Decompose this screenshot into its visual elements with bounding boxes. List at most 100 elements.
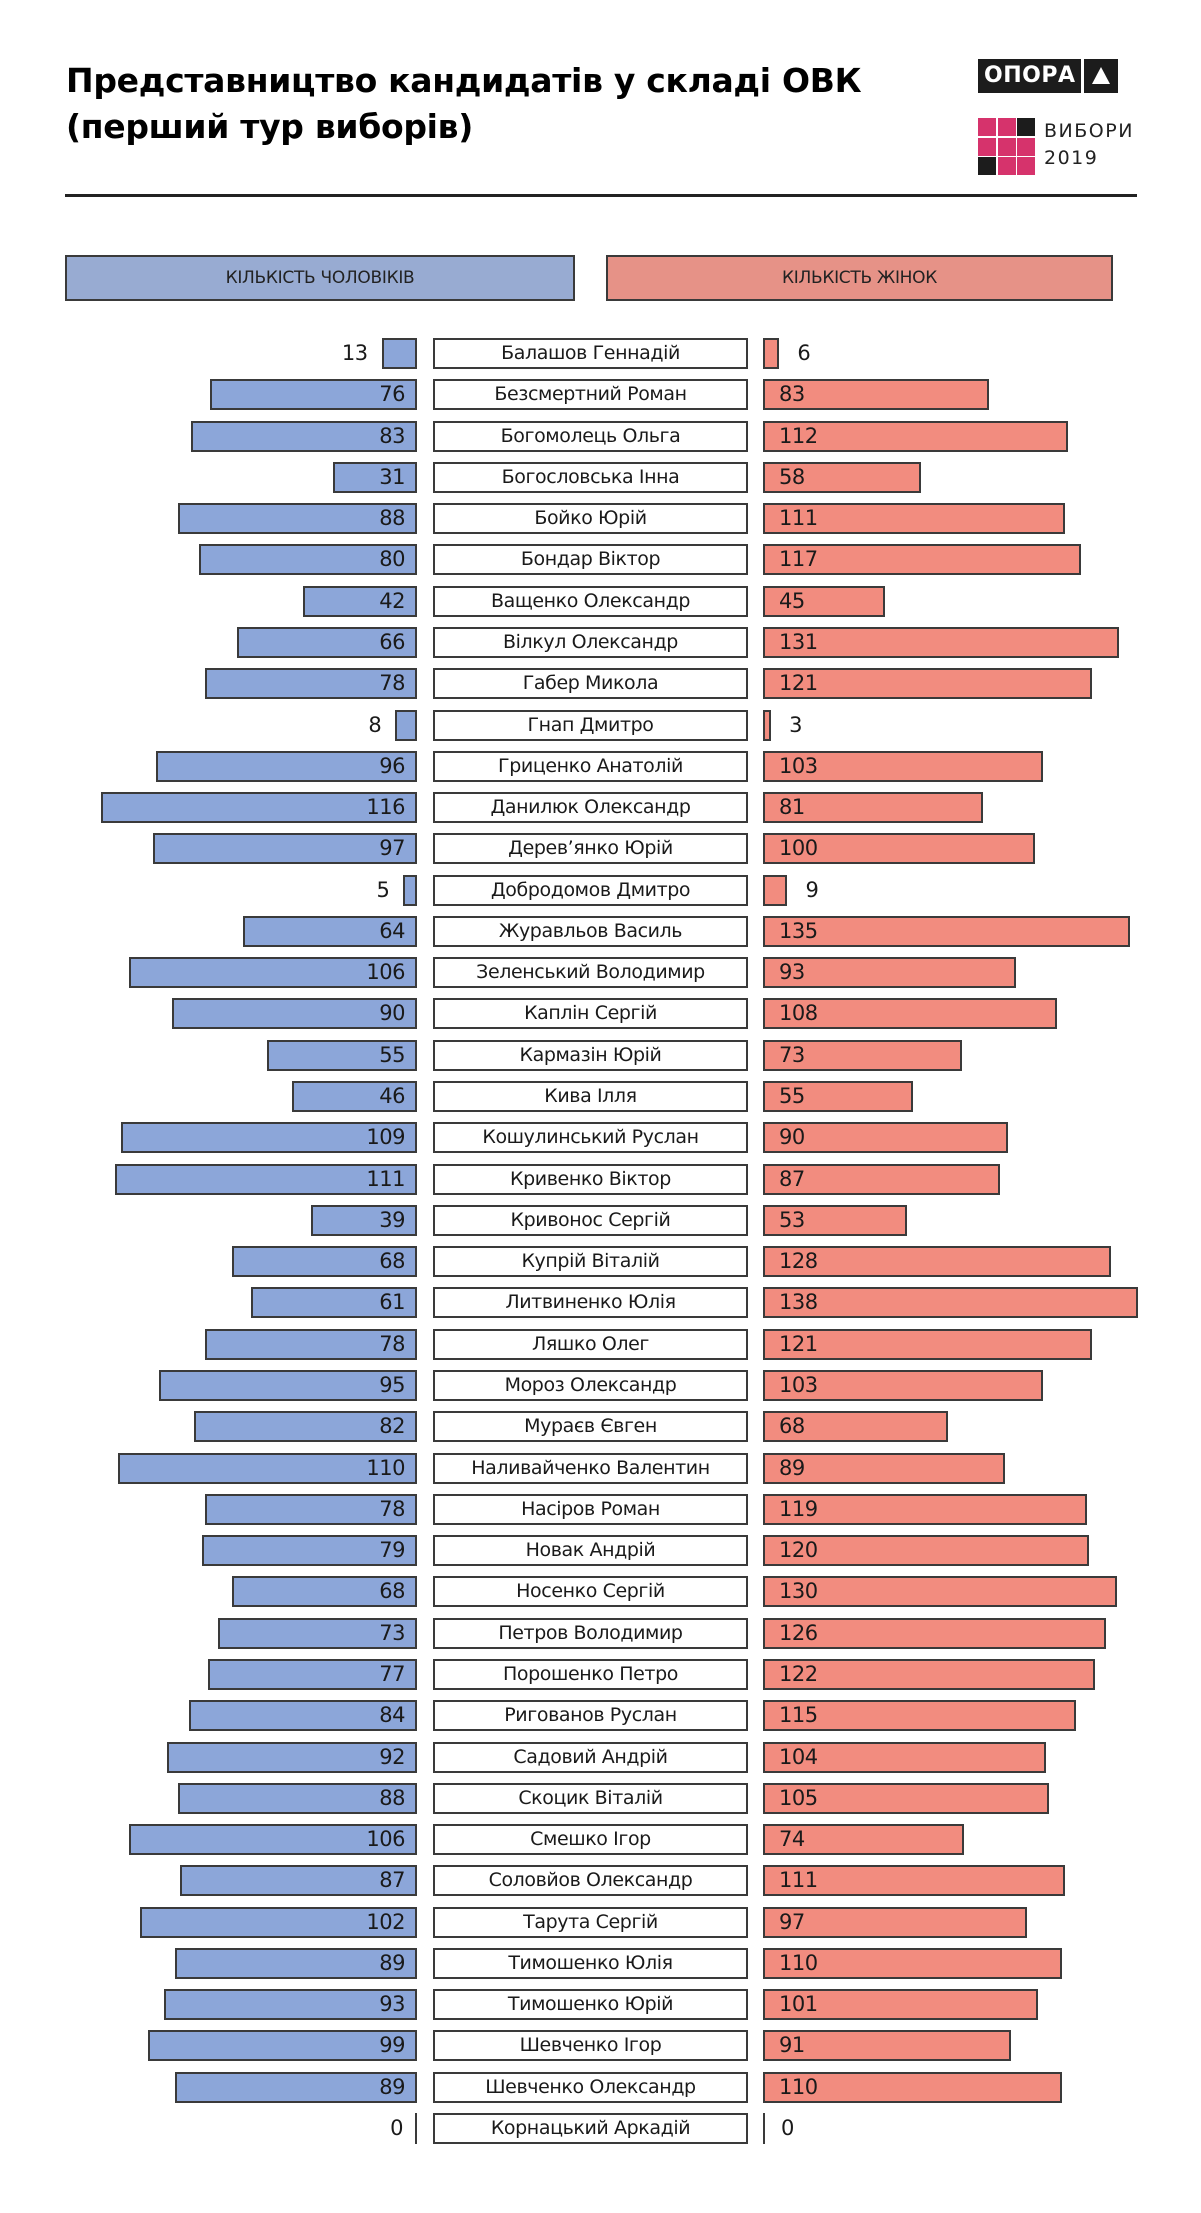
male-value-label: 95 [379,1373,405,1397]
male-bar [207,1658,417,1690]
female-bar [763,420,1068,452]
female-bar [763,2071,1063,2103]
male-value-label: 78 [379,1496,405,1521]
candidate-name: Порошенко Петро [433,1658,748,1690]
female-bar [763,1493,1087,1525]
chart-row: 78 Габер Микола 121 [0,668,1201,700]
chart-row: 83 Богомолець Ольга 112 [0,420,1201,452]
candidate-name: Кармазін Юрій [433,1039,748,1071]
male-value-label: 84 [379,1703,405,1728]
male-bar [101,792,417,824]
candidate-name: Гнап Дмитро [433,709,748,741]
female-value-label: 55 [779,1084,805,1109]
male-value-label: 88 [379,506,405,531]
female-value-label: 121 [779,671,818,696]
chart-row: 111 Кривенко Віктор 87 [0,1163,1201,1195]
candidate-name: Мороз Олександр [433,1370,748,1401]
female-bar [763,1576,1117,1608]
chart-title-line2: (перший тур виборів) [66,107,474,146]
chart-row: 78 Насіров Роман 119 [0,1493,1201,1525]
female-value-label: 128 [779,1249,818,1274]
candidate-name: Габер Микола [433,668,748,700]
male-value-label: 79 [379,1538,405,1563]
female-value-label: 103 [779,753,818,778]
female-bar [763,1865,1065,1897]
male-bar [204,1493,417,1525]
male-value-label: 82 [379,1414,405,1439]
candidate-name: Кива Ілля [433,1081,748,1113]
female-value-label: 89 [779,1455,805,1480]
male-value-label: 73 [379,1620,405,1645]
male-bar [191,420,417,452]
male-value-label: 5 [376,877,390,902]
candidate-name: Носенко Сергій [433,1576,748,1608]
male-value-label: 46 [379,1084,405,1109]
candidate-name: Скоцик Віталій [433,1782,748,1814]
male-value-label: 80 [379,547,405,572]
candidate-name: Литвиненко Юлія [433,1287,748,1319]
male-bar [232,1246,417,1278]
female-value-label: 117 [779,547,818,572]
female-bar [763,915,1131,947]
chart-row: 82 Мураєв Євген 68 [0,1411,1201,1443]
logo-grid-cell [1017,137,1035,156]
male-value-label: 109 [366,1125,405,1150]
male-bar [153,833,417,865]
chart-row: 89 Шевченко Олександр 110 [0,2071,1201,2103]
female-value-label: 112 [779,423,818,448]
male-value-label: 66 [379,629,405,654]
female-bar [763,833,1035,865]
chart-row: 99 Шевченко Ігор 91 [0,2030,1201,2062]
male-value-label: 0 [390,2116,403,2141]
male-value-label: 64 [379,918,405,943]
candidate-name: Тимошенко Юлія [433,1947,748,1979]
female-value-label: 97 [779,1909,805,1934]
male-bar [174,1947,417,1979]
male-bar [310,1204,417,1236]
vybory-logo-line1: ВИБОРИ [1044,120,1134,142]
candidate-name: Садовий Андрій [433,1741,748,1773]
chart-title-line1: Представництво кандидатів у складі ОВК [66,61,862,100]
candidate-name: Новак Андрій [433,1535,748,1567]
chart-row: 13 Балашов Геннадій 6 [0,338,1201,369]
male-bar [332,461,417,493]
female-bar [763,1535,1090,1567]
chart-row: 66 Вілкул Олександр 131 [0,626,1201,658]
chart-row: 39 Кривонос Сергій 53 [0,1204,1201,1236]
female-value-label: 101 [779,1992,818,2017]
chart-row: 93 Тимошенко Юрій 101 [0,1989,1201,2021]
female-bar [763,379,989,411]
logo-grid-cell [997,118,1016,136]
chart-row: 0 Корнацький Аркадій 0 [0,2113,1201,2145]
chart-row: 68 Купрій Віталій 128 [0,1246,1201,1278]
candidate-name: Журавльов Василь [433,915,748,947]
female-value-label: 120 [779,1538,818,1563]
legend-female: КІЛЬКІСТЬ ЖІНОК [606,255,1113,301]
chart-title: Представництво кандидатів у складі ОВК (… [66,58,966,150]
male-value-label: 78 [379,671,405,696]
candidate-name: Кривенко Віктор [433,1163,748,1195]
female-value-label: 3 [789,712,803,737]
male-bar [177,503,417,535]
male-value-label: 83 [379,423,405,448]
candidate-name: Ващенко Олександр [433,585,748,617]
chart-row: 31 Богословська Інна 58 [0,461,1201,493]
female-bar [763,1370,1044,1401]
male-value-label: 68 [379,1579,405,1604]
male-bar [291,1081,417,1113]
male-bar [180,1865,417,1897]
candidate-name: Насіров Роман [433,1493,748,1525]
male-value-label: 78 [379,1331,405,1356]
female-bar [763,709,772,741]
female-value-label: 0 [781,2116,794,2141]
vybory-logo-grid [978,118,1035,175]
chart-row: 106 Зеленський Володимир 93 [0,957,1201,989]
male-value-label: 8 [368,712,382,737]
male-value-label: 61 [379,1290,405,1315]
male-bar [147,2030,417,2062]
chart-row: 88 Бойко Юрій 111 [0,503,1201,535]
chart-row: 80 Бондар Віктор 117 [0,544,1201,576]
female-bar [763,1947,1063,1979]
candidate-name: Шевченко Ігор [433,2030,748,2062]
female-value-label: 103 [779,1373,818,1397]
